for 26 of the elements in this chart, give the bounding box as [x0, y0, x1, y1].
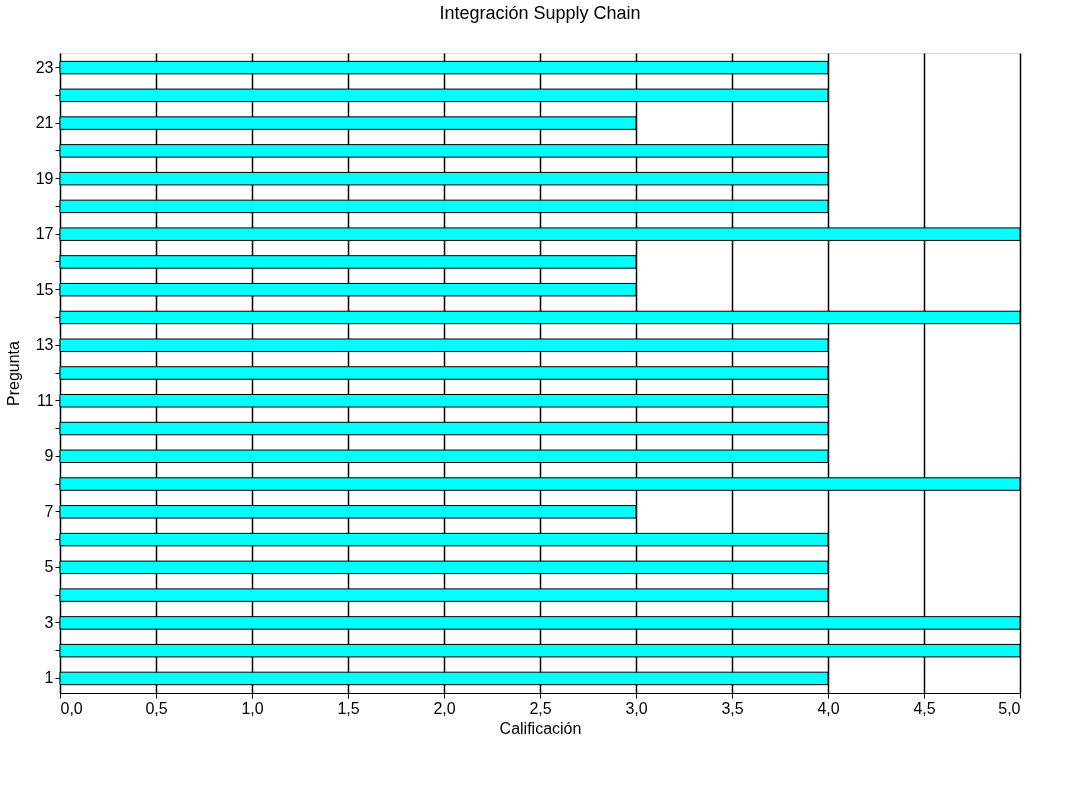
y-tick-label: 5 [44, 558, 54, 576]
y-tick-label: 19 [35, 169, 54, 187]
y-tick-label: 3 [44, 613, 54, 631]
x-tick-label: 1,5 [337, 699, 360, 717]
y-tick-label: 13 [35, 336, 54, 354]
chart-title: Integración Supply Chain [439, 3, 641, 23]
y-tick-label: 7 [44, 502, 54, 520]
y-tick-label: 1 [44, 669, 54, 687]
x-tick-label: 4,0 [817, 699, 840, 717]
x-axis-title: Calificación [499, 719, 582, 737]
x-tick-label: 2,5 [529, 699, 552, 717]
x-tick-label: 1,0 [241, 699, 264, 717]
y-tick-label: 23 [35, 58, 54, 76]
x-tick-label: 0,0 [60, 699, 83, 717]
y-axis-title: Pregunta [4, 340, 22, 406]
y-tick-label: 15 [35, 280, 54, 298]
x-tick-label: 3,5 [721, 699, 744, 717]
x-tick-label: 3,0 [625, 699, 648, 717]
y-tick-label: 21 [35, 114, 54, 132]
y-tick-label: 17 [35, 225, 54, 243]
x-tick-label: 2,0 [433, 699, 456, 717]
y-tick-label: 9 [44, 447, 54, 465]
x-tick-label: 5,0 [998, 699, 1021, 717]
x-tick-label: 4,5 [913, 699, 936, 717]
x-tick-label: 0,5 [145, 699, 168, 717]
y-tick-label: 11 [36, 391, 54, 409]
